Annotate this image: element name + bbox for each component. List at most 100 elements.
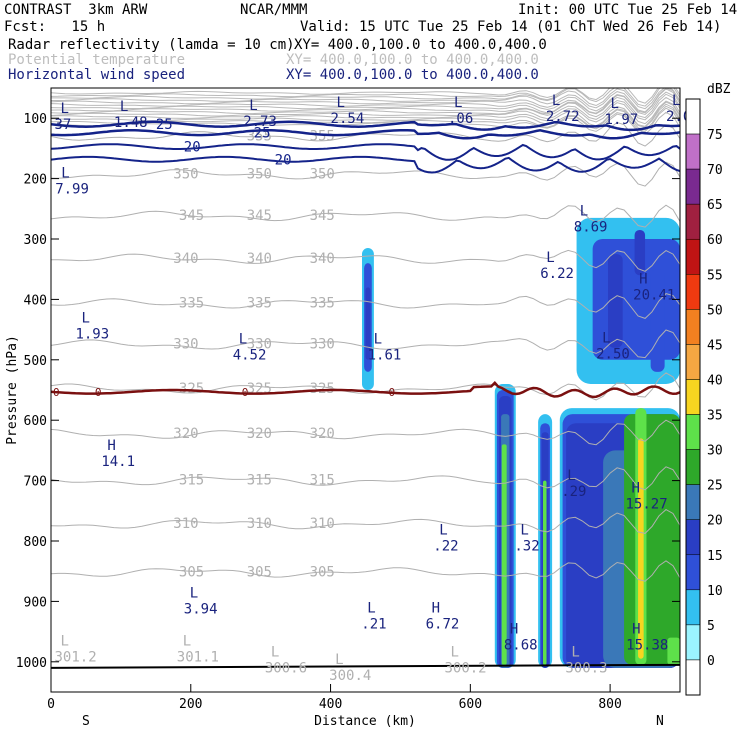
colorbar-unit: dBZ (707, 82, 731, 97)
theta-contour-label: 355 (247, 128, 272, 144)
extremum-L: L (552, 93, 560, 109)
extremum-value: 8.68 (504, 638, 538, 654)
theta-contour-label: 320 (310, 426, 335, 442)
extremum-L: L (567, 468, 575, 484)
theta-contour-upper (51, 88, 680, 114)
colorbar-level-label: 30 (707, 444, 723, 459)
theta-contour-label: 325 (310, 381, 335, 397)
reflectivity-cell (543, 480, 547, 665)
extremum-value: 6.72 (426, 617, 460, 633)
colorbar-level-label: 70 (707, 163, 723, 178)
extremum-L: L (672, 93, 680, 109)
theta-contour-upper (51, 88, 680, 110)
extremum-value: 37 (54, 117, 71, 133)
field-reflectivity-xy: XY= 400.0,100.0 to 400.0,400.0 (294, 37, 547, 53)
colorbar-level-label: 40 (707, 373, 723, 388)
theta-contour-label: 345 (310, 208, 335, 224)
y-tick-label: 900 (24, 595, 47, 610)
colorbar-level-label: 35 (707, 409, 723, 424)
extremum-value: 7.99 (55, 182, 89, 198)
extremum-L: L (60, 634, 68, 650)
theta-contour-layer: 355 355 350 350 345 345 340 340 335 335 330 330 325 3… (51, 88, 680, 582)
extremum-L: L (183, 634, 191, 650)
extremum-value: 300.2 (444, 661, 486, 677)
y-tick-label: 500 (24, 354, 47, 369)
extremum-value: 15.27 (625, 496, 667, 512)
wind-contour-20 (51, 155, 680, 174)
x-tick-label: 800 (598, 697, 621, 712)
theta-contour-label: 310 (173, 516, 198, 532)
extremum-H: H (639, 271, 647, 287)
extremum-value: 300.4 (329, 668, 371, 684)
colorbar-level-label: 0 (707, 654, 715, 669)
y-tick-label: 300 (24, 233, 47, 248)
colorbar-frame (685, 98, 701, 696)
extremum-L: L (60, 101, 68, 117)
extremum-L: L (520, 523, 528, 539)
colorbar-level-label: 50 (707, 303, 723, 318)
theta-contour-label: 310 (310, 516, 335, 532)
wind-contour-label: 20 (184, 140, 201, 156)
colorbar-level-label: 10 (707, 584, 723, 599)
extremum-L: L (439, 523, 447, 539)
theta-contour-label: 340 (173, 251, 198, 267)
extremum-L: L (546, 250, 554, 266)
colorbar-swatch (685, 624, 701, 661)
theta-contour-upper (51, 88, 680, 113)
extremum-H: H (432, 601, 440, 617)
theta-contour-label: 315 (247, 473, 272, 489)
theta-contour-label: 320 (173, 426, 198, 442)
colorbar-level-label: 65 (707, 198, 723, 213)
freezing-level-label: 0 (53, 386, 60, 399)
colorbar-swatch (685, 414, 701, 450)
theta-contour-label: 340 (310, 251, 335, 267)
reflectivity-cell (667, 637, 680, 665)
extremum-L: L (571, 645, 579, 661)
y-tick-label: 700 (24, 475, 47, 490)
colorbar: 0 5 10 15 20 25 30 35 40 45 50 55 60 65 70 75 dBZ (685, 82, 731, 696)
valid-time: Valid: 15 UTC Tue 25 Feb 14 (01 ChT Wed … (300, 19, 722, 35)
extremum-value: 1.48 (114, 115, 148, 131)
theta-contour-label: 340 (247, 251, 272, 267)
colorbar-swatch (685, 168, 701, 205)
theta-contour-label: 305 (247, 564, 272, 580)
organization: NCAR/MMM (240, 2, 308, 18)
y-tick-label: 200 (24, 173, 47, 188)
reflectivity-fill-layer (362, 217, 680, 668)
extremum-L: L (450, 645, 458, 661)
field-theta-name: Potential temperature (8, 52, 186, 68)
wind-contour-label: 20 (275, 152, 292, 168)
extremum-L: L (602, 331, 610, 347)
x-axis-label: Distance (km) (314, 714, 416, 729)
extremum-L: L (337, 95, 345, 111)
extremum-value: 2.50 (596, 347, 630, 363)
y-tick-label: 100 (24, 112, 47, 127)
colorbar-swatch (685, 238, 701, 275)
extremum-value: 4.52 (233, 348, 267, 364)
colorbar-swatch (685, 379, 701, 415)
theta-contour-label: 335 (179, 296, 204, 312)
theta-contour-upper (51, 101, 680, 127)
colorbar-swatch (685, 344, 701, 380)
extremum-value: .29 (561, 484, 586, 500)
theta-contour-label: 350 (247, 166, 272, 182)
colorbar-level-label: 60 (707, 233, 723, 248)
reflectivity-cell (650, 269, 665, 372)
wind-contour-label: 25 (156, 117, 173, 133)
theta-contour-label: 305 (310, 564, 335, 580)
extremum-H: H (107, 438, 115, 454)
reflectivity-cell (365, 287, 371, 360)
theta-contour-label: 345 (179, 208, 204, 224)
extremum-L: L (120, 99, 128, 115)
theta-contour-label: 305 (179, 564, 204, 580)
colorbar-swatch (685, 449, 701, 485)
extremum-value: 8.69 (574, 220, 608, 236)
theta-contour-label: 330 (173, 337, 198, 353)
theta-contour-340 (51, 249, 680, 272)
theta-contour-label: 315 (179, 473, 204, 489)
theta-contour-upper (51, 96, 680, 121)
reflectivity-cell (501, 444, 507, 665)
theta-contour-335 (51, 293, 680, 319)
